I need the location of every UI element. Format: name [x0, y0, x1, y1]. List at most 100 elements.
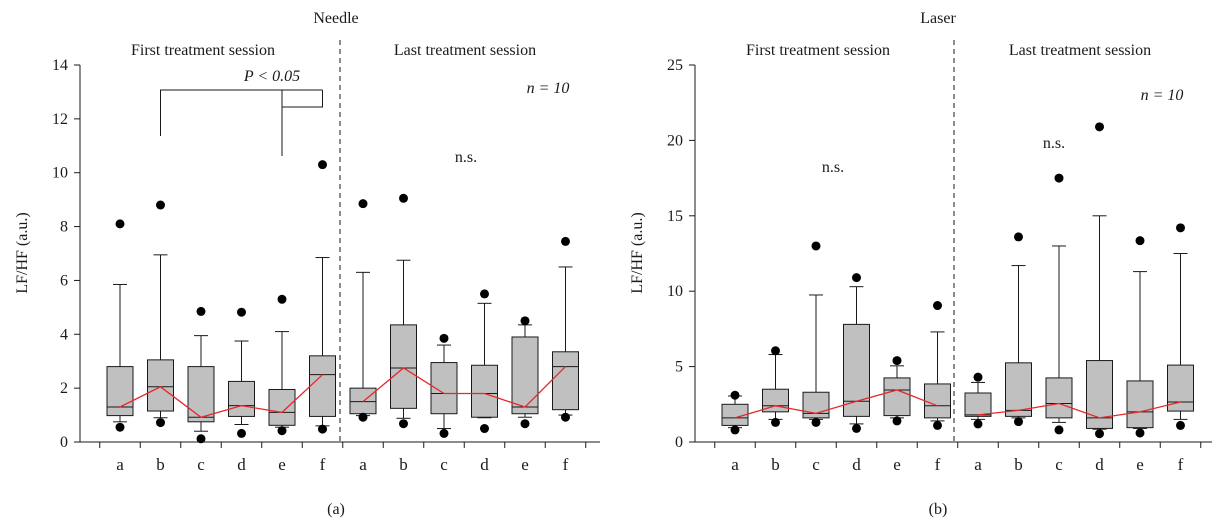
x-tick-label: a [359, 455, 367, 474]
outlier-point [277, 294, 287, 304]
x-tick-label: a [116, 455, 124, 474]
x-tick-label: e [1136, 455, 1144, 474]
outlier-point [480, 424, 489, 434]
plot-area-a: 0 2 4 6 8 10 12 14 a b c d e f a b c d e f [52, 40, 600, 474]
box-c-session-1 [802, 241, 830, 427]
x-tick-label: a [731, 455, 739, 474]
x-tick-label: c [440, 455, 448, 474]
box-e-session-2 [511, 316, 539, 429]
outlier-point [933, 301, 942, 311]
ns-label-last: n.s. [1043, 135, 1065, 152]
iqr-box [187, 366, 215, 423]
x-tick-label: d [237, 455, 246, 474]
x-tick-label: e [893, 455, 901, 474]
box-f-session-2 [1167, 223, 1194, 430]
outlier-point [1095, 122, 1104, 132]
box-c-session-2 [430, 333, 458, 438]
outlier-point [852, 273, 861, 283]
median-trend-line [977, 401, 1181, 419]
x-tick-label: d [1095, 455, 1104, 474]
outlier-point [399, 193, 408, 203]
x-tick-label: f [320, 455, 326, 474]
outlier-point [561, 236, 570, 246]
outlier-point [115, 219, 125, 229]
x-tick-label: e [521, 455, 529, 474]
ns-label-first: n.s. [822, 159, 844, 176]
iqr-box [964, 392, 992, 417]
group-label-first-session: First treatment session [131, 42, 275, 59]
y-tick-label: 10 [667, 283, 683, 300]
panel-caption-b: (b) [929, 501, 948, 518]
box-b-session-2 [390, 193, 417, 429]
outlier-point [771, 417, 780, 427]
outlier-point [439, 428, 449, 438]
panel-a: Needle First treatment session Last trea… [14, 10, 600, 518]
iqr-box [390, 324, 417, 409]
box-a-session-1 [721, 390, 749, 435]
y-tick-label: 8 [60, 219, 68, 236]
iqr-box [268, 388, 296, 426]
outlier-point [1014, 417, 1023, 427]
outlier-point [196, 434, 206, 444]
box-a-session-2 [964, 372, 992, 429]
iqr-box [883, 377, 911, 417]
y-tick-label: 0 [675, 434, 683, 451]
median-trend-line [362, 366, 566, 408]
y-tick-label: 10 [52, 165, 68, 182]
iqr-box [1045, 377, 1073, 419]
box-c-session-2 [1045, 173, 1073, 435]
significance-bracket-e-f [282, 90, 323, 108]
iqr-box [471, 364, 498, 418]
outlier-point [1176, 420, 1185, 430]
x-tick-label: b [399, 455, 408, 474]
iqr-box [721, 403, 749, 426]
outlier-point [973, 419, 983, 429]
chart-title-laser: Laser [920, 10, 956, 27]
box-d-session-2 [471, 289, 498, 434]
box-a-session-2 [349, 199, 377, 422]
x-tick-label: b [156, 455, 165, 474]
box-e-session-1 [268, 294, 296, 436]
iqr-box [843, 323, 870, 417]
iqr-box [309, 355, 336, 417]
iqr-box [228, 380, 255, 417]
outlier-point [1054, 173, 1064, 183]
y-axis-label: LF/HF (a.u.) [629, 212, 646, 293]
y-tick-label: 0 [60, 434, 68, 451]
outlier-point [1176, 223, 1185, 233]
iqr-box [106, 366, 134, 417]
x-tick-label: f [1178, 455, 1184, 474]
outlier-point [156, 200, 165, 210]
box-e-session-2 [1126, 236, 1154, 438]
x-tick-label: a [974, 455, 982, 474]
outlier-point [318, 160, 327, 170]
y-tick-label: 4 [60, 326, 68, 343]
iqr-box [511, 336, 539, 415]
iqr-box [924, 383, 951, 419]
y-axis-label: LF/HF (a.u.) [14, 212, 31, 293]
y-tick-label: 25 [667, 57, 683, 74]
y-tick-label: 20 [667, 132, 683, 149]
outlier-point [730, 390, 740, 400]
outlier-point [237, 307, 246, 317]
median-trend-line [119, 374, 323, 418]
group-label-last-session: Last treatment session [394, 42, 536, 59]
outlier-point [771, 346, 780, 356]
x-tick-label: b [1014, 455, 1023, 474]
y-tick-label: 2 [60, 380, 68, 397]
group-label-last-session: Last treatment session [1009, 42, 1151, 59]
outlier-point [480, 289, 489, 299]
outlier-point [196, 306, 206, 316]
group-label-first-session: First treatment session [746, 42, 890, 59]
significance-bracket-b-e [160, 89, 283, 156]
outlier-point [1135, 236, 1145, 246]
box-a-session-1 [106, 219, 134, 432]
x-tick-label: f [563, 455, 569, 474]
outlier-point [933, 420, 942, 430]
outlier-point [811, 417, 821, 427]
outlier-point [156, 418, 165, 428]
outlier-point [237, 428, 246, 438]
outlier-point [358, 199, 368, 209]
panel-b: Laser First treatment session Last treat… [629, 10, 1212, 518]
